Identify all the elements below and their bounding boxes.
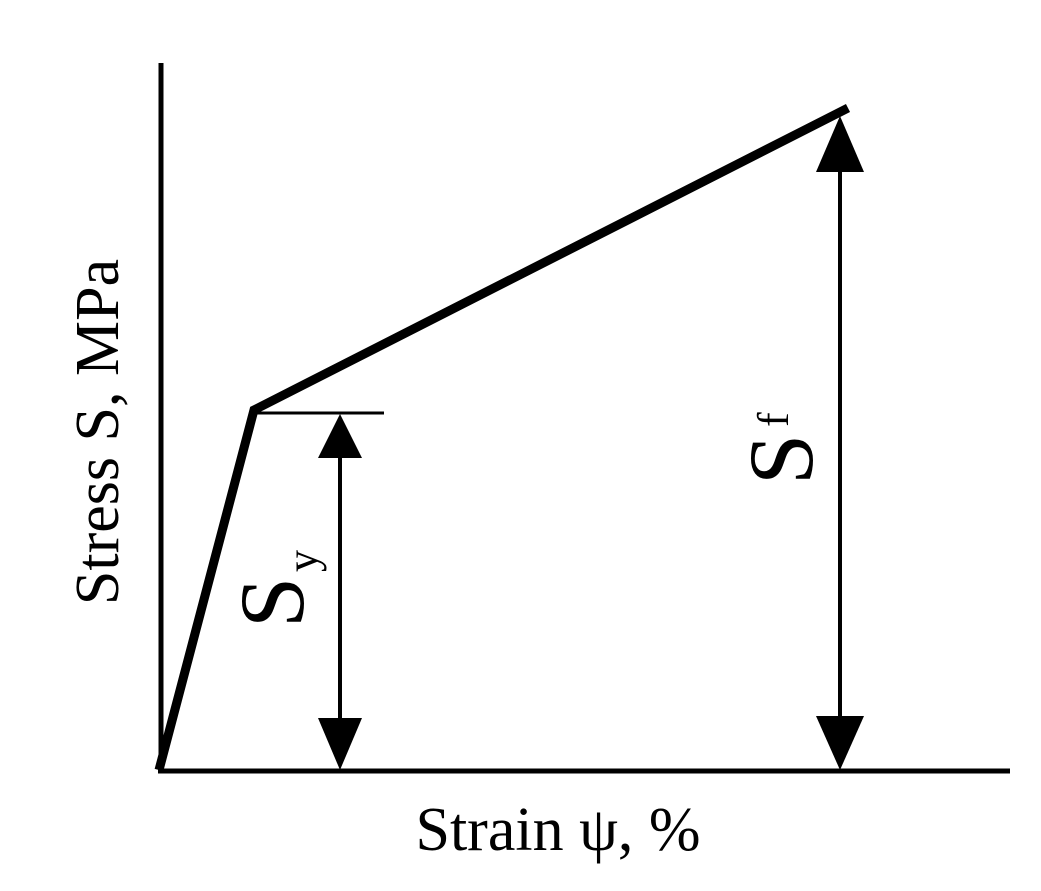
failure-stress-symbol: S [730,434,832,485]
failure-stress-label: S f [730,412,832,485]
failure-stress-arrow [816,116,864,770]
stress-strain-curve [154,103,851,772]
yield-stress-symbol: S [221,577,323,628]
yield-stress-arrow [318,414,362,770]
y-axis-label: Stress S, MPa [64,259,132,605]
yield-stress-label: S y [221,550,327,628]
yield-stress-subscript: y [278,550,327,572]
failure-stress-subscript: f [749,412,798,427]
x-axis-label: Strain ψ, % [415,796,700,864]
